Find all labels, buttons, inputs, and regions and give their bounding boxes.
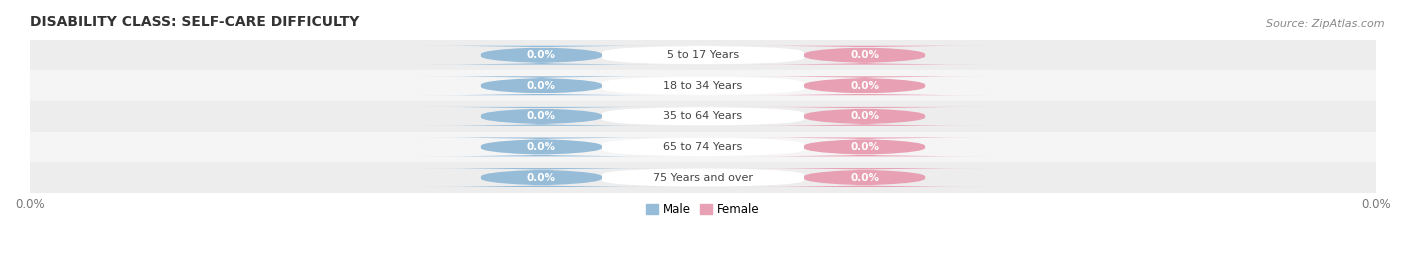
- FancyBboxPatch shape: [602, 76, 804, 95]
- Text: 75 Years and over: 75 Years and over: [652, 172, 754, 183]
- Text: 0.0%: 0.0%: [527, 111, 555, 121]
- Bar: [30, 70, 1376, 101]
- FancyBboxPatch shape: [415, 137, 669, 156]
- FancyBboxPatch shape: [602, 107, 804, 126]
- Bar: [30, 162, 1376, 193]
- Text: 0.0%: 0.0%: [851, 111, 879, 121]
- FancyBboxPatch shape: [737, 107, 991, 126]
- FancyBboxPatch shape: [602, 46, 804, 65]
- Legend: Male, Female: Male, Female: [641, 198, 765, 221]
- FancyBboxPatch shape: [602, 168, 804, 187]
- FancyBboxPatch shape: [415, 46, 669, 65]
- FancyBboxPatch shape: [737, 76, 991, 95]
- Text: 35 to 64 Years: 35 to 64 Years: [664, 111, 742, 121]
- FancyBboxPatch shape: [737, 46, 991, 65]
- Text: 18 to 34 Years: 18 to 34 Years: [664, 81, 742, 91]
- Text: 65 to 74 Years: 65 to 74 Years: [664, 142, 742, 152]
- Text: 0.0%: 0.0%: [851, 50, 879, 60]
- Text: DISABILITY CLASS: SELF-CARE DIFFICULTY: DISABILITY CLASS: SELF-CARE DIFFICULTY: [30, 15, 359, 29]
- Text: 0.0%: 0.0%: [527, 172, 555, 183]
- Bar: [30, 40, 1376, 70]
- Bar: [30, 101, 1376, 132]
- Text: 0.0%: 0.0%: [527, 81, 555, 91]
- Text: 0.0%: 0.0%: [527, 142, 555, 152]
- Text: 0.0%: 0.0%: [851, 172, 879, 183]
- FancyBboxPatch shape: [737, 137, 991, 156]
- Bar: [30, 132, 1376, 162]
- FancyBboxPatch shape: [415, 107, 669, 126]
- FancyBboxPatch shape: [415, 76, 669, 95]
- Text: 0.0%: 0.0%: [851, 81, 879, 91]
- FancyBboxPatch shape: [602, 137, 804, 156]
- Text: 0.0%: 0.0%: [527, 50, 555, 60]
- Text: Source: ZipAtlas.com: Source: ZipAtlas.com: [1267, 19, 1385, 29]
- FancyBboxPatch shape: [737, 168, 991, 187]
- Text: 0.0%: 0.0%: [851, 142, 879, 152]
- Text: 5 to 17 Years: 5 to 17 Years: [666, 50, 740, 60]
- FancyBboxPatch shape: [415, 168, 669, 187]
